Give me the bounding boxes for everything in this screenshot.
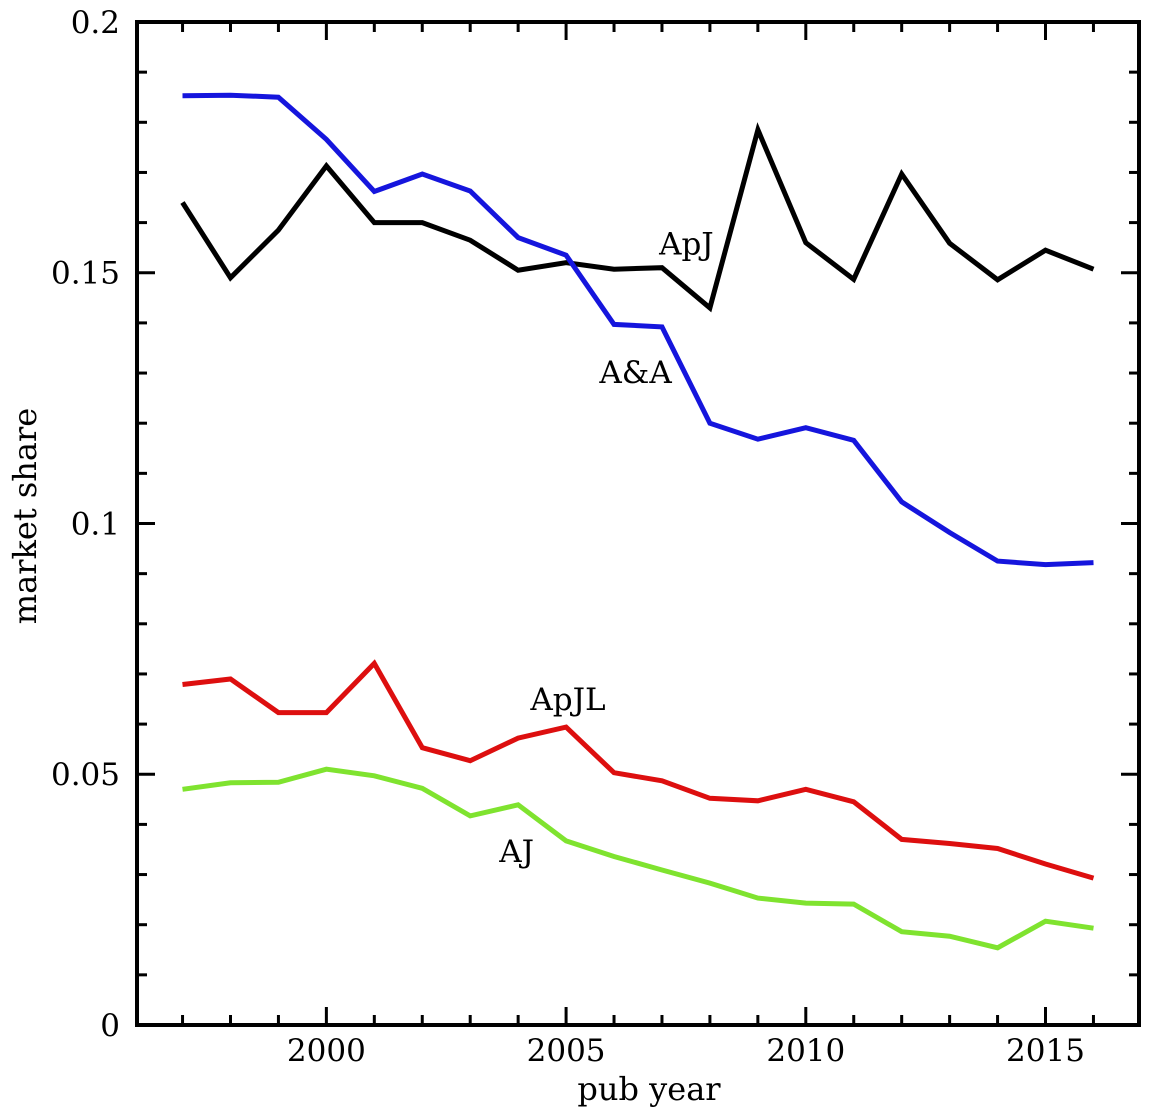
series-label-aj: AJ [498, 834, 534, 870]
series-label-apjl: ApJL [529, 682, 605, 718]
x-axis-title: pub year [577, 1070, 721, 1108]
series-line-aa [182, 92, 1094, 568]
y-axis-title: market share [6, 408, 44, 624]
x-axis-tick-label-2015: 2015 [1006, 1033, 1085, 1069]
x-axis-tick-label-2000: 2000 [287, 1033, 366, 1069]
series-line-aj [182, 766, 1094, 951]
axis-ticks [137, 20, 1139, 1027]
series-line-apj [180, 122, 1095, 313]
x-axis-tick-label-2010: 2010 [766, 1033, 845, 1069]
y-axis-tick-label-0.05: 0.05 [51, 757, 120, 793]
series-label-apj: ApJ [658, 227, 714, 263]
x-axis-tick-label-2005: 2005 [527, 1033, 606, 1069]
y-axis-tick-label-0: 0 [100, 1008, 120, 1044]
y-axis-tick-label-0.2: 0.2 [71, 5, 120, 41]
y-axis-tick-label-0.15: 0.15 [51, 256, 120, 292]
series-label-aa: A&A [598, 355, 672, 391]
series-line-apjl [182, 659, 1095, 881]
y-axis-tick-label-0.1: 0.1 [71, 506, 120, 542]
